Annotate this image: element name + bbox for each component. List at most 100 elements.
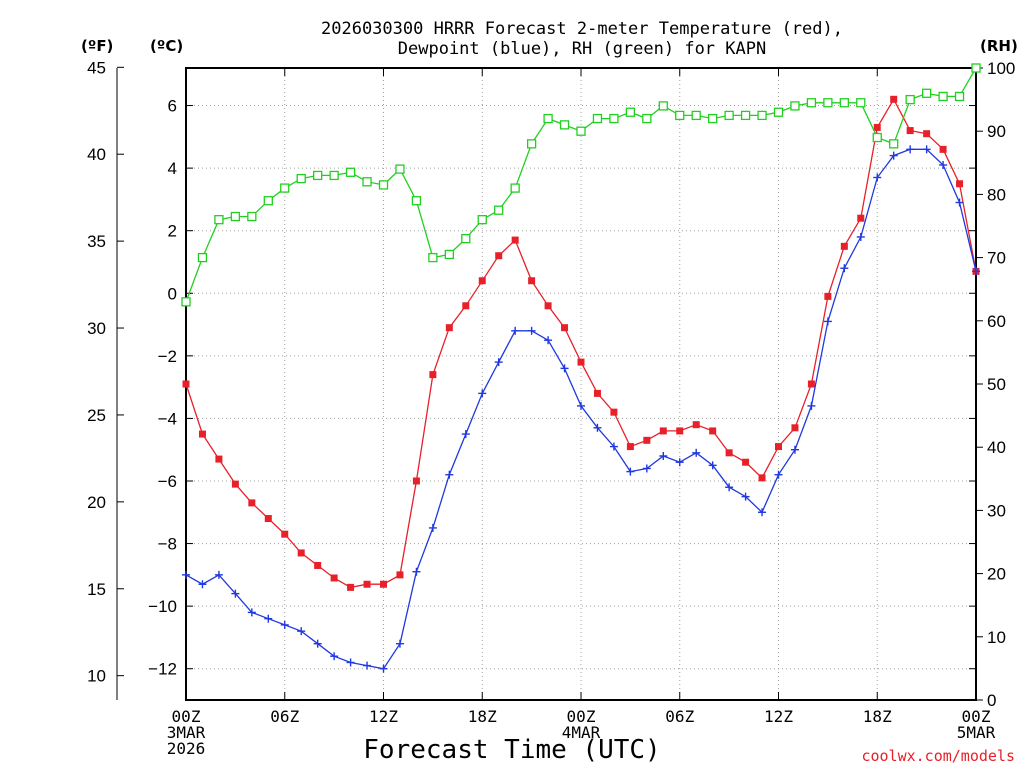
rh-tick-label: 90 bbox=[987, 122, 1006, 141]
dewpoint-point bbox=[725, 483, 734, 492]
x-axis-label: Forecast Time (UTC) bbox=[363, 735, 660, 765]
temperature-point bbox=[561, 324, 569, 332]
dewpoint-point bbox=[461, 430, 470, 439]
rh-point bbox=[790, 101, 800, 111]
rh-point bbox=[313, 170, 323, 181]
rh-point bbox=[691, 110, 701, 121]
temperature-point bbox=[347, 583, 355, 591]
temperature-point bbox=[775, 443, 782, 451]
temperature-point bbox=[659, 427, 667, 435]
temperature-point bbox=[429, 371, 437, 379]
dewpoint-point bbox=[708, 461, 717, 470]
fahrenheit-tick-label: 40 bbox=[87, 145, 106, 164]
credit-link[interactable]: coolwx.com/models bbox=[861, 747, 1015, 765]
temperature-point bbox=[857, 214, 865, 222]
rh-point bbox=[378, 180, 389, 190]
rh-point bbox=[658, 101, 668, 111]
fahrenheit-tick-label: 15 bbox=[87, 580, 106, 599]
rh-point bbox=[214, 215, 224, 225]
rh-tick-label: 80 bbox=[987, 185, 1006, 204]
rh-point bbox=[280, 183, 290, 193]
temperature-point bbox=[676, 427, 684, 435]
x-tick-label: 06Z bbox=[665, 707, 694, 726]
x-tick-label: 00Z bbox=[172, 707, 201, 726]
rh-point bbox=[609, 113, 619, 124]
rh-tick-label: 70 bbox=[987, 249, 1006, 268]
dewpoint-point bbox=[346, 658, 355, 667]
rh-point bbox=[625, 107, 636, 117]
rh-tick-label: 100 bbox=[987, 59, 1015, 78]
rh-point bbox=[905, 94, 915, 105]
dewpoint-point bbox=[906, 145, 915, 154]
rh-point bbox=[362, 177, 372, 187]
celsius-tick-label: −2 bbox=[158, 347, 177, 366]
temperature-point bbox=[709, 427, 717, 435]
rh-point bbox=[526, 139, 537, 149]
rh-point bbox=[954, 91, 965, 102]
temperature-point bbox=[330, 574, 338, 582]
x-tick-label: 18Z bbox=[863, 707, 892, 726]
celsius-tick-label: 0 bbox=[168, 284, 177, 303]
dewpoint-point bbox=[758, 508, 767, 517]
x-tick-label: 06Z bbox=[270, 707, 299, 726]
dewpoint-point bbox=[856, 232, 865, 241]
x-tick-label: 2026 bbox=[167, 739, 206, 758]
rh-point bbox=[296, 173, 306, 184]
chart-title-line-2: Dewpoint (blue), RH (green) for KAPN bbox=[398, 39, 766, 59]
rh-tick-label: 0 bbox=[987, 691, 996, 710]
rh-point bbox=[510, 183, 520, 193]
rh-tick-label: 50 bbox=[987, 375, 1006, 394]
fahrenheit-tick-label: 10 bbox=[87, 667, 106, 686]
rh-tick-label: 30 bbox=[987, 501, 1006, 520]
dewpoint-point bbox=[428, 523, 437, 532]
temperature-point bbox=[511, 236, 519, 244]
rh-point bbox=[806, 98, 817, 108]
dewpoint-point bbox=[741, 492, 750, 501]
axes: 6420−2−4−6−8−10−124540353025201510100908… bbox=[87, 58, 1015, 758]
temperature-point bbox=[528, 277, 536, 285]
celsius-unit-label: (ºC) bbox=[150, 37, 183, 55]
rh-tick-label: 20 bbox=[987, 565, 1006, 584]
dewpoint-point bbox=[577, 401, 585, 410]
celsius-tick-label: −4 bbox=[158, 409, 177, 428]
temperature-point bbox=[380, 580, 387, 588]
dewpoint-point bbox=[231, 589, 240, 598]
dewpoint-point bbox=[889, 151, 898, 160]
rh-point bbox=[938, 91, 948, 102]
dewpoint-point bbox=[922, 145, 931, 154]
celsius-tick-label: −6 bbox=[158, 472, 177, 491]
rh-point bbox=[263, 196, 273, 206]
temperature-point bbox=[742, 458, 750, 466]
dewpoint-point bbox=[198, 580, 207, 589]
temperature-point bbox=[198, 430, 206, 438]
rh-tick-label: 60 bbox=[987, 312, 1006, 331]
dewpoint-point bbox=[478, 389, 487, 398]
temperature-point bbox=[478, 277, 486, 285]
temperature-point bbox=[939, 145, 947, 153]
temperature-point bbox=[281, 530, 289, 538]
dewpoint-point bbox=[593, 423, 602, 432]
dewpoint-point bbox=[264, 614, 273, 623]
dewpoint-point bbox=[972, 267, 980, 276]
x-tick-label: 4MAR bbox=[562, 723, 601, 742]
grid-lines bbox=[186, 68, 976, 700]
temperature-point bbox=[890, 95, 898, 103]
rh-point bbox=[724, 110, 734, 121]
temperature-point bbox=[445, 324, 453, 332]
rh-tick-label: 10 bbox=[987, 628, 1006, 647]
dewpoint-point bbox=[609, 442, 618, 451]
dewpoint-point bbox=[560, 364, 569, 373]
temperature-point bbox=[692, 421, 700, 429]
temperature-point bbox=[215, 455, 223, 463]
dewpoint-point bbox=[774, 470, 783, 479]
dewpoint-point bbox=[445, 470, 454, 479]
dewpoint-point bbox=[395, 639, 404, 648]
rh-point bbox=[757, 110, 767, 121]
rh-point bbox=[345, 167, 356, 177]
rh-point bbox=[675, 110, 685, 121]
rh-point bbox=[477, 215, 487, 225]
celsius-tick-label: 6 bbox=[168, 97, 177, 116]
rh-point bbox=[856, 98, 866, 108]
dewpoint-point bbox=[840, 264, 849, 273]
